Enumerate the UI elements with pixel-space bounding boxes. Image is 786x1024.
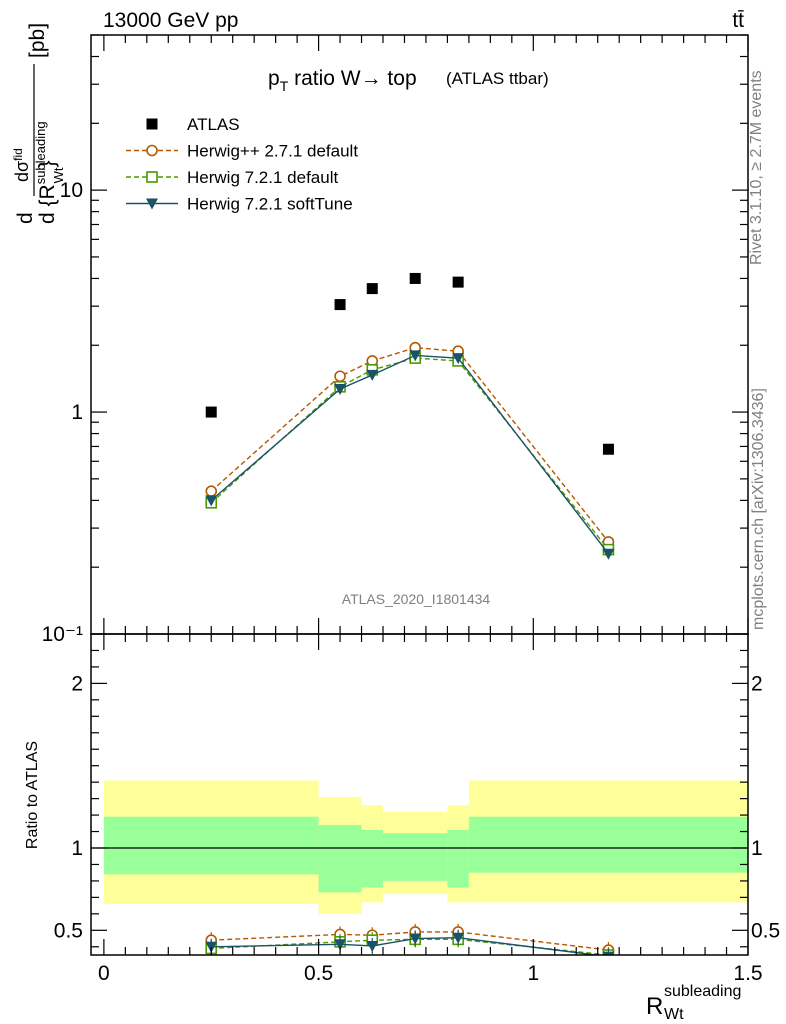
- ratio-point: [409, 933, 422, 945]
- ratio-uncertainty-bands: [91, 780, 748, 914]
- mcplots-label: mcplots.cern.ch [arXiv:1306.3436]: [750, 388, 767, 630]
- x-axis-label-sup: subleading: [664, 983, 741, 1000]
- legend-entry: Herwig++ 2.7.1 default: [187, 142, 358, 161]
- ratio-y-tick-label-right: 1: [751, 837, 763, 860]
- data-point: [602, 548, 615, 560]
- band-inner-segment: [468, 816, 748, 873]
- x-tick-label: 1.5: [733, 962, 762, 985]
- data-point: [205, 495, 218, 507]
- ratio-panel-data: [205, 923, 615, 955]
- legend-entry: Herwig 7.2.1 default: [187, 168, 338, 187]
- analysis-label: ATLAS_2020_I1801434: [342, 591, 491, 607]
- chart-subtitle: (ATLAS ttbar): [446, 69, 549, 88]
- main-y-tick-label: 10⁻¹: [42, 623, 83, 646]
- band-inner-segment: [318, 824, 362, 893]
- main-y-tick-label: 1: [71, 401, 83, 424]
- ratio-point: [602, 951, 615, 955]
- main-panel-data: [205, 272, 615, 560]
- data-point: [366, 283, 378, 295]
- ratio-point: [334, 939, 347, 951]
- main-y-axis-label: d dσfid d {Rsubleading Wt} [pb]: [11, 23, 66, 224]
- ratio-y-tick-label-left: 1: [71, 837, 83, 860]
- legend-marker: [146, 144, 158, 157]
- rivet-label: Rivet 3.1.10, ≥ 2.7M events: [748, 70, 765, 265]
- energy-label: 13000 GeV pp: [103, 9, 238, 32]
- legend-entry: ATLAS: [187, 115, 240, 134]
- ratio-point: [452, 932, 465, 944]
- band-inner-segment: [383, 833, 448, 881]
- svg-text:dσfid: dσfid: [11, 148, 32, 182]
- ratio-point: [366, 940, 379, 952]
- legend: ATLAS Herwig++ 2.7.1 default Herwig 7.2.1 …: [126, 115, 358, 214]
- svg-text:[pb]: [pb]: [26, 23, 49, 58]
- data-point: [409, 272, 421, 284]
- band-inner-segment: [361, 829, 383, 888]
- series-line: [210, 346, 609, 543]
- data-point: [334, 370, 346, 383]
- data-point: [452, 353, 465, 365]
- ratio-line: [211, 931, 609, 951]
- legend-marker: [146, 171, 158, 183]
- legend-entry: Herwig 7.2.1 softTune: [187, 195, 353, 214]
- chart-title: pT ratio W→ top: [268, 67, 417, 94]
- ratio-y-tick-label-left: 0.5: [54, 919, 83, 942]
- x-axis-label-sub: Wt: [664, 1006, 684, 1023]
- x-tick-label: 0: [98, 962, 110, 985]
- data-point: [602, 443, 614, 455]
- ratio-y-tick-label-left: 2: [71, 672, 83, 695]
- series-line: [210, 357, 609, 551]
- x-tick-label: 0.5: [304, 962, 333, 985]
- band-inner-segment: [103, 816, 319, 875]
- axis-ticks: 0 0.5 1 1.5 10⁻¹ 1 10 0.5 0.5 1 1 2 2: [42, 34, 780, 985]
- x-axis-label: R: [646, 993, 663, 1020]
- ratio-panel-frame: [90, 633, 749, 956]
- data-point: [366, 369, 379, 381]
- series-line: [210, 354, 609, 555]
- data-point: [409, 350, 422, 362]
- x-tick-label: 1: [527, 962, 539, 985]
- ratio-y-tick-label-right: 2: [751, 672, 763, 695]
- data-point: [205, 485, 218, 497]
- data-point: [205, 406, 217, 418]
- data-point: [452, 276, 464, 288]
- main-y-tick-label: 10: [60, 179, 83, 202]
- band-inner-segment: [447, 829, 469, 888]
- process-label: tt̄: [732, 9, 744, 32]
- ratio-y-tick-label-right: 0.5: [751, 919, 780, 942]
- data-point: [334, 384, 347, 396]
- legend-marker: [146, 118, 158, 130]
- ratio-y-axis-label: Ratio to ATLAS: [24, 741, 41, 849]
- svg-text:d: d: [14, 212, 37, 224]
- data-point: [334, 299, 346, 311]
- legend-marker: [146, 198, 158, 210]
